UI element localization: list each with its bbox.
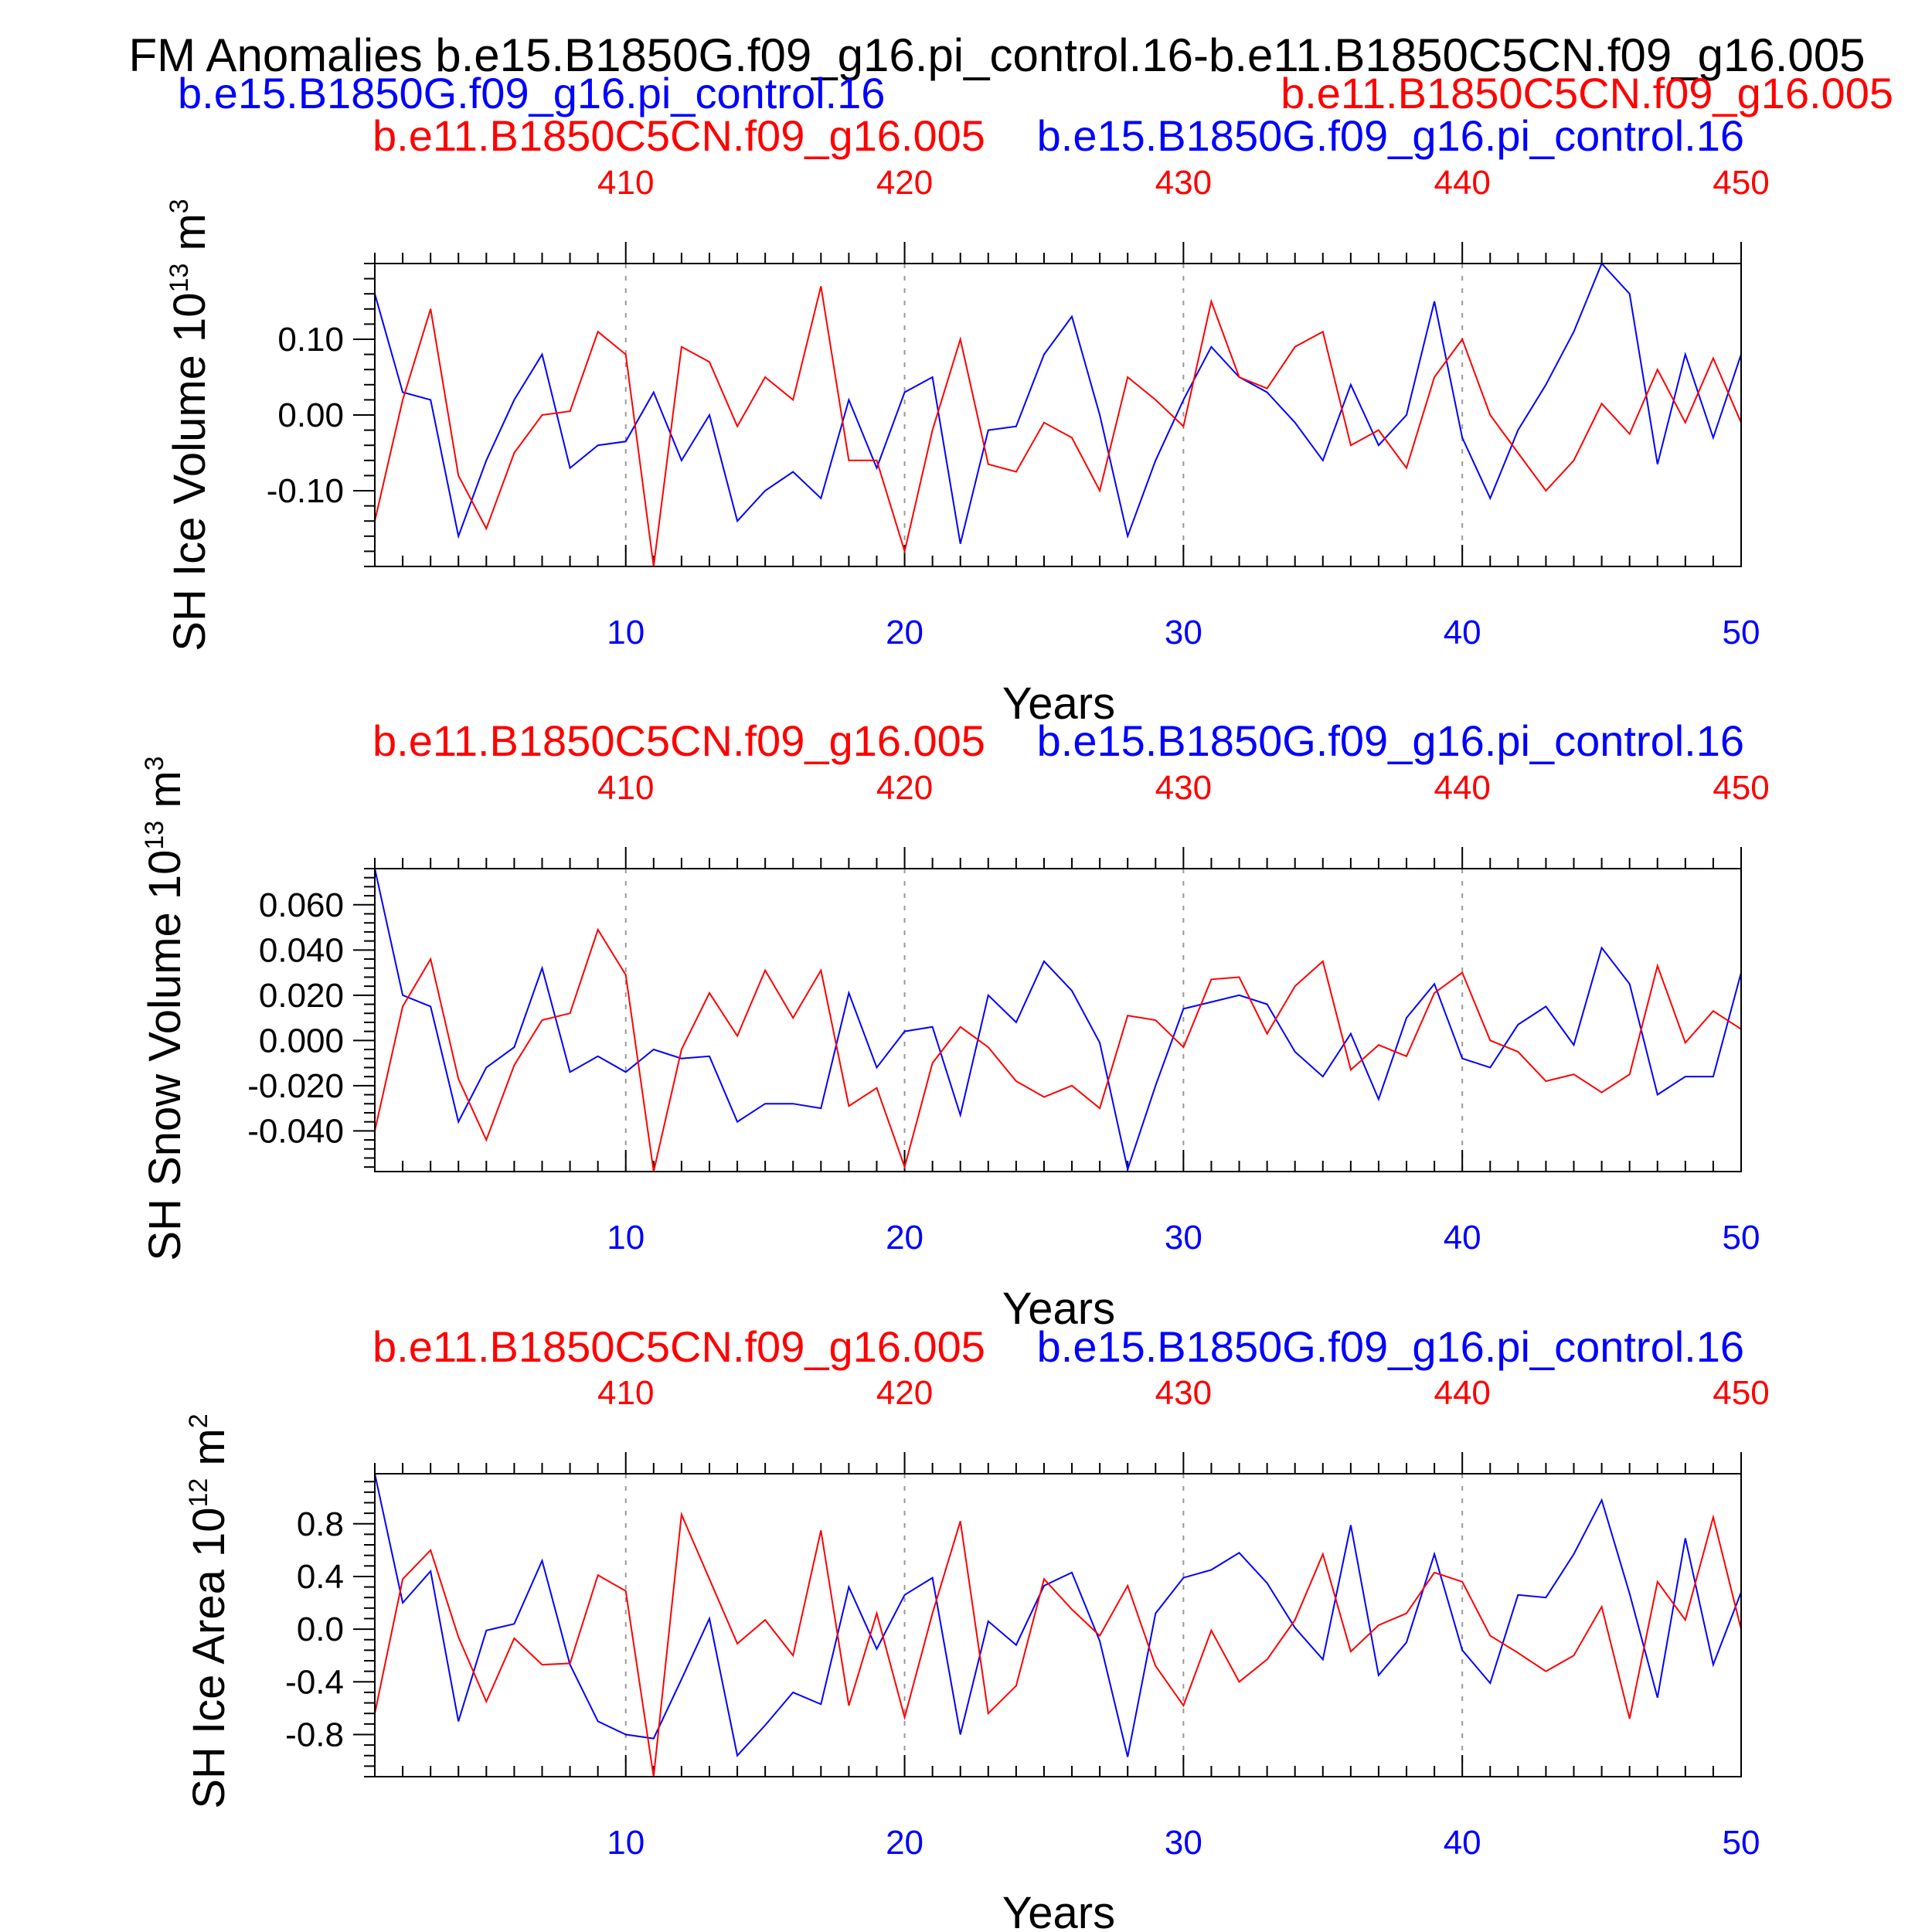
x-tick-label: 10 (607, 1824, 645, 1862)
top-x-tick-label: 450 (1713, 1374, 1769, 1412)
series-line (374, 927, 1742, 1172)
x-tick-label: 20 (886, 1219, 923, 1257)
series-line (374, 868, 1742, 1172)
panel-snow-volume: b.e11.B1850C5CN.f09_g16.005 b.e15.B1850G… (140, 716, 1770, 1334)
x-tick-label: 10 (607, 1219, 645, 1257)
y-tick-label: 0.8 (297, 1505, 344, 1543)
panel-ice-area: b.e11.B1850C5CN.f09_g16.005 b.e15.B1850G… (184, 1322, 1770, 1932)
panel-top-label-a: b.e15.B1850G.f09_g16.pi_control.16 (1037, 111, 1744, 160)
y-axis-label: SH Ice Volume 1013 m3 (165, 199, 215, 651)
y-tick-label: 0.00 (277, 396, 344, 434)
legend-right-label: b.e11.B1850C5CN.f09_g16.005 (1281, 69, 1893, 117)
plot-frame (374, 868, 1742, 1172)
panel-top-label-b: b.e11.B1850C5CN.f09_g16.005 (372, 716, 985, 765)
top-x-tick-label: 410 (597, 769, 654, 807)
top-x-tick-label: 440 (1434, 164, 1490, 202)
x-axis-label: Years (1002, 1284, 1115, 1334)
x-tick-label: 50 (1723, 1219, 1760, 1257)
series-line (374, 1473, 1742, 1757)
series-line (374, 1511, 1742, 1777)
top-x-tick-label: 410 (597, 164, 654, 202)
x-tick-label: 10 (607, 614, 645, 651)
x-tick-label: 40 (1444, 1219, 1481, 1257)
y-tick-label: -0.020 (247, 1067, 344, 1105)
top-x-tick-label: 430 (1155, 769, 1212, 807)
panel-top-label-b: b.e11.B1850C5CN.f09_g16.005 (372, 1322, 985, 1371)
x-tick-label: 30 (1165, 1219, 1202, 1257)
panel-top-label-b: b.e11.B1850C5CN.f09_g16.005 (372, 111, 985, 160)
y-tick-label: 0.020 (259, 977, 344, 1015)
x-tick-label: 30 (1165, 614, 1202, 651)
y-axis-label: SH Ice Area 1012 m2 (184, 1413, 234, 1808)
x-tick-label: 50 (1723, 614, 1760, 651)
y-tick-label: 0.0 (297, 1611, 344, 1648)
plot-group: 10 410 20 420 30 430 40 440 50 450 -0.10 0.00 0.10 (267, 164, 1770, 651)
top-x-tick-label: 440 (1434, 1374, 1490, 1412)
x-tick-label: 20 (886, 614, 923, 651)
x-tick-label: 40 (1444, 614, 1481, 651)
legend-left-label: b.e15.B1850G.f09_g16.pi_control.16 (178, 69, 885, 117)
figure-title: FM Anomalies b.e15.B1850G.f09_g16.pi_con… (128, 29, 1865, 81)
plot-frame (374, 1473, 1742, 1777)
y-tick-label: -0.8 (285, 1716, 344, 1753)
x-axis-label: Years (1002, 1888, 1115, 1932)
top-x-tick-label: 440 (1434, 769, 1490, 807)
panel-top-label-a: b.e15.B1850G.f09_g16.pi_control.16 (1037, 716, 1744, 765)
top-x-tick-label: 420 (876, 164, 933, 202)
top-x-tick-label: 430 (1155, 1374, 1212, 1412)
y-tick-label: 0.4 (297, 1558, 344, 1596)
x-tick-label: 20 (886, 1824, 923, 1862)
series-line (374, 262, 1742, 544)
plot-group: 10 410 20 420 30 430 40 440 50 450 -0.8 -0.4 0.0 0.4 0… (285, 1374, 1770, 1862)
top-x-tick-label: 450 (1713, 769, 1769, 807)
panel-top-label-a: b.e15.B1850G.f09_g16.pi_control.16 (1037, 1322, 1744, 1371)
plot-group: 10 410 20 420 30 430 40 440 50 450 -0.040 -0.020 0.0… (247, 769, 1769, 1257)
y-tick-label: 0.10 (277, 321, 344, 359)
top-x-tick-label: 420 (876, 769, 933, 807)
x-tick-label: 50 (1723, 1824, 1760, 1862)
y-tick-label: 0.060 (259, 886, 344, 924)
x-tick-label: 30 (1165, 1824, 1202, 1862)
x-axis-label: Years (1002, 679, 1115, 729)
y-tick-label: 0.000 (259, 1022, 344, 1060)
y-tick-label: -0.10 (267, 472, 344, 510)
top-x-tick-label: 430 (1155, 164, 1212, 202)
plot-frame (374, 263, 1742, 567)
top-x-tick-label: 410 (597, 1374, 654, 1412)
y-tick-label: -0.4 (285, 1663, 344, 1701)
y-tick-label: -0.040 (247, 1112, 344, 1150)
y-tick-label: 0.040 (259, 931, 344, 969)
y-axis-label: SH Snow Volume 1013 m3 (140, 756, 190, 1260)
panel-ice-volume: b.e11.B1850C5CN.f09_g16.005 b.e15.B1850G… (165, 111, 1770, 729)
series-line (374, 286, 1742, 567)
x-tick-label: 40 (1444, 1824, 1481, 1862)
top-x-tick-label: 450 (1713, 164, 1769, 202)
top-x-tick-label: 420 (876, 1374, 933, 1412)
